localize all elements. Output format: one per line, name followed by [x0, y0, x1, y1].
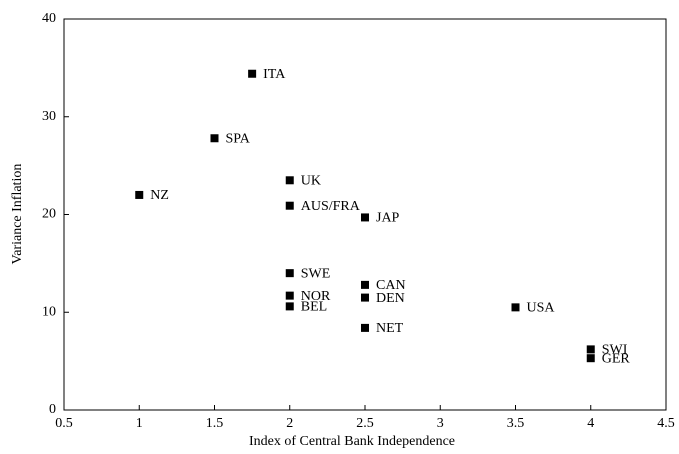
point-label: USA	[527, 301, 556, 316]
point-label: ITA	[263, 67, 286, 82]
y-tick-label: 10	[42, 304, 56, 319]
x-tick-label: 2.5	[356, 416, 374, 431]
point	[586, 354, 595, 363]
x-tick-label: 3	[437, 416, 444, 431]
point	[135, 190, 144, 199]
point-label: CAN	[376, 278, 406, 293]
x-tick-label: 2	[286, 416, 293, 431]
x-tick-label: 3.5	[507, 416, 525, 431]
point-label: DEN	[376, 291, 405, 306]
point-label: JAP	[376, 211, 400, 226]
point	[285, 269, 294, 278]
point	[248, 69, 257, 78]
point	[285, 302, 294, 311]
x-tick-label: 4	[587, 416, 594, 431]
y-tick-label: 20	[42, 207, 56, 222]
point-label: NET	[376, 321, 404, 336]
y-tick-label: 30	[42, 109, 56, 124]
point	[586, 345, 595, 354]
point-label: NZ	[150, 188, 169, 203]
point	[361, 280, 369, 289]
x-tick-label: 1.5	[206, 416, 224, 431]
point-label: AUS/FRA	[301, 199, 361, 214]
point	[285, 291, 294, 300]
point-label: SWI	[602, 343, 628, 358]
x-axis-label: Index of Central Bank Independence	[249, 434, 455, 449]
point-label: SPA	[226, 131, 251, 146]
x-tick-label: 0.5	[55, 416, 73, 431]
y-tick-label: 0	[49, 402, 56, 417]
point-label: NOR	[301, 289, 331, 304]
y-axis-label: Variance Inflation	[10, 164, 25, 265]
y-tick-label: 40	[42, 11, 56, 26]
point-label: SWE	[301, 266, 331, 281]
point	[285, 176, 294, 185]
point-label: GER	[602, 351, 631, 366]
point	[210, 134, 219, 143]
point	[511, 303, 520, 312]
point	[285, 201, 294, 210]
x-tick-label: 4.5	[657, 416, 675, 431]
point	[361, 213, 369, 222]
point-label: UK	[301, 174, 321, 189]
x-tick-label: 1	[136, 416, 143, 431]
point	[361, 323, 369, 332]
point-label: BEL	[301, 300, 327, 315]
point	[361, 293, 369, 302]
